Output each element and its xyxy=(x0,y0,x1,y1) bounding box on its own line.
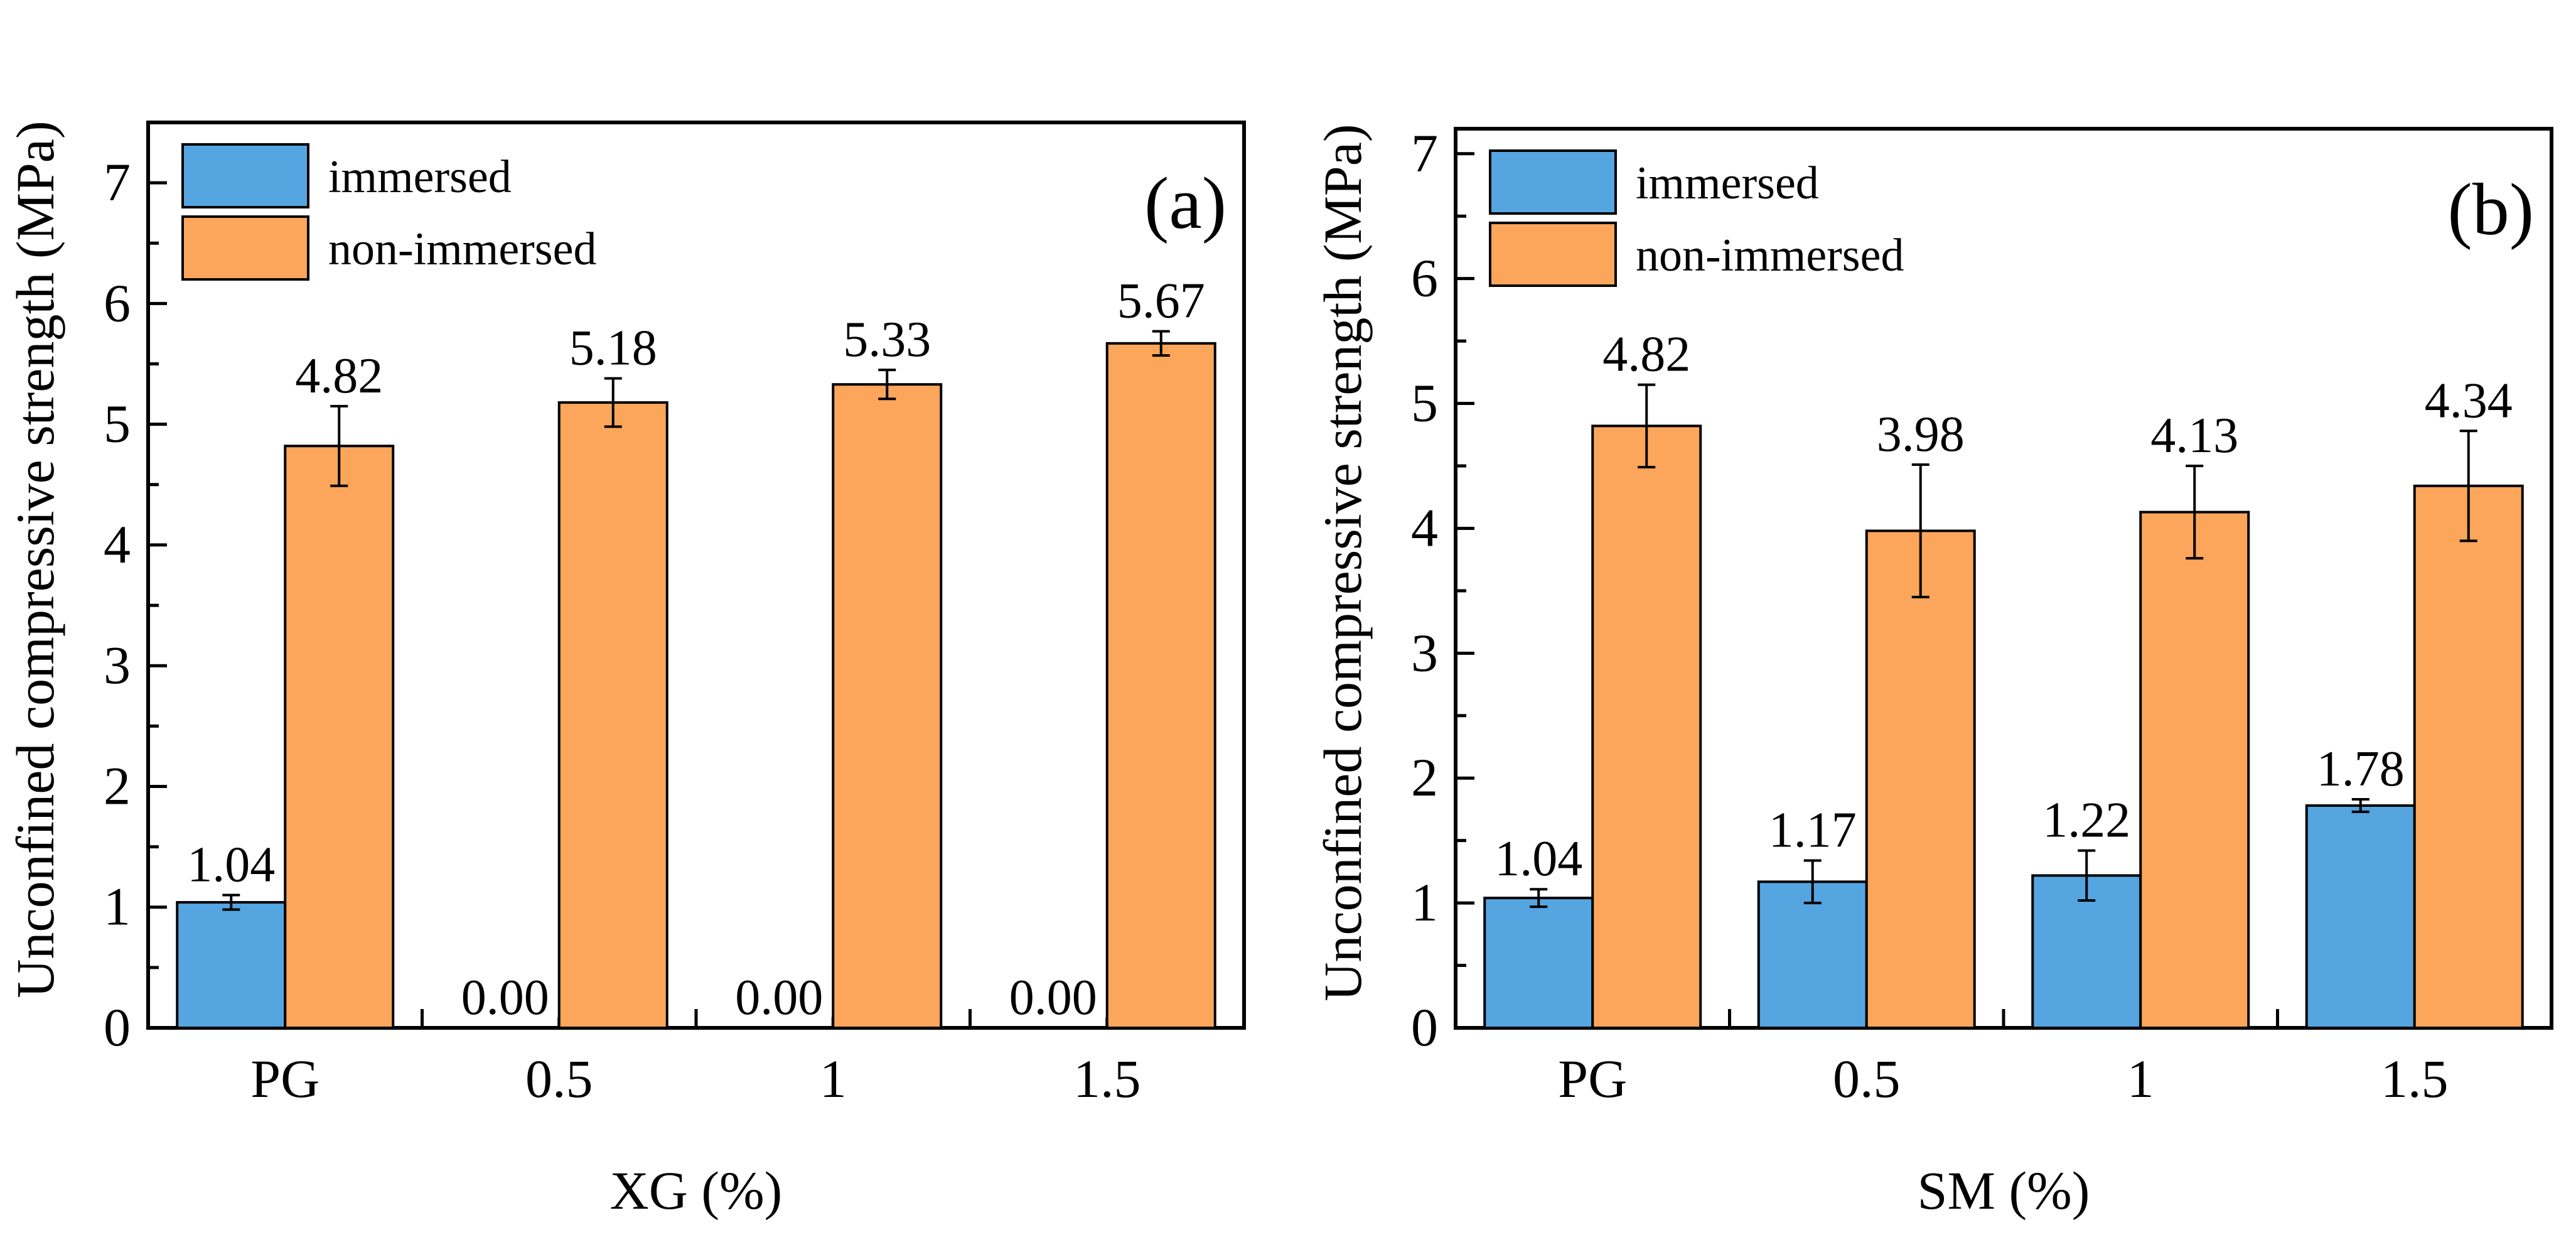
bar-non-immersed xyxy=(1865,529,1976,1029)
data-label: 1.17 xyxy=(1769,802,1857,858)
bar-non-immersed xyxy=(1105,342,1216,1029)
data-label: 1.22 xyxy=(2042,793,2130,848)
y-tick-label: 3 xyxy=(1411,622,1438,683)
y-tick-label: 2 xyxy=(104,755,131,816)
legend-label: non-immersed xyxy=(1636,230,1904,281)
data-label: 5.33 xyxy=(843,312,931,367)
y-tick-label: 7 xyxy=(1411,123,1438,183)
data-label: 0.00 xyxy=(461,970,549,1025)
y-tick-label: 1 xyxy=(104,877,131,937)
y-tick-label: 0 xyxy=(104,997,131,1057)
y-tick-label: 6 xyxy=(104,273,131,333)
y-tick-label: 5 xyxy=(1411,373,1438,433)
y-tick-label: 1 xyxy=(1411,872,1438,932)
x-tick-label: 0.5 xyxy=(1833,1049,1901,1109)
x-tick-label: PG xyxy=(1558,1049,1627,1109)
data-label: 1.78 xyxy=(2317,742,2405,797)
chart-panel-a: 0 1 2 3 4 5 6 7 PG 0.5 1 1.5 1.04 0.00 0.00 0.00 4.82 5.1… xyxy=(5,121,1246,1221)
panel-label: (b) xyxy=(2447,168,2534,251)
bar-non-immersed xyxy=(557,401,668,1029)
y-tick-label: 5 xyxy=(104,394,131,454)
bar-immersed xyxy=(176,901,287,1030)
bar-immersed xyxy=(2305,804,2416,1029)
x-axis-title: XG (%) xyxy=(610,1160,783,1221)
legend-swatch-immersed xyxy=(181,143,309,208)
y-tick-label: 6 xyxy=(1411,248,1438,308)
x-tick-label: 1.5 xyxy=(2381,1049,2449,1109)
legend-swatch-non-immersed xyxy=(1489,222,1617,287)
bar-non-immersed xyxy=(2413,484,2524,1029)
x-tick-label: 1 xyxy=(2127,1049,2154,1109)
legend-label: immersed xyxy=(1636,158,1819,209)
data-label: 4.82 xyxy=(295,348,383,404)
y-tick-label: 2 xyxy=(1411,747,1438,807)
data-label: 4.13 xyxy=(2150,408,2238,463)
y-tick-label: 4 xyxy=(1411,497,1438,558)
bar-non-immersed xyxy=(284,445,395,1029)
data-label: 5.18 xyxy=(569,321,657,376)
bar-non-immersed xyxy=(1591,424,1702,1029)
chart-panel-b: 0 1 2 3 4 5 6 7 PG 0.5 1 1.5 1.04 1.17 1.22 1.78 4.82 3.9… xyxy=(1312,123,2553,1221)
y-tick-label: 4 xyxy=(104,514,131,575)
legend-swatch-non-immersed xyxy=(181,215,309,281)
bar-immersed xyxy=(1757,880,1868,1030)
data-label: 4.82 xyxy=(1602,327,1690,382)
x-tick-label: PG xyxy=(250,1049,319,1109)
data-label: 3.98 xyxy=(1877,407,1965,462)
legend-swatch-immersed xyxy=(1489,149,1617,215)
bar-immersed xyxy=(1483,897,1594,1029)
legend-label: immersed xyxy=(328,151,512,203)
data-label: 5.67 xyxy=(1117,274,1205,329)
data-label: 0.00 xyxy=(1009,970,1097,1025)
data-label: 1.04 xyxy=(1495,831,1582,887)
data-label: 4.34 xyxy=(2425,373,2513,428)
data-label: 0.00 xyxy=(735,970,823,1025)
bar-non-immersed xyxy=(832,383,943,1030)
y-tick-label: 0 xyxy=(1411,997,1438,1057)
y-tick-label: 7 xyxy=(104,152,131,212)
x-tick-label: 1.5 xyxy=(1073,1049,1141,1109)
y-axis-title: Unconfined compressive strength (MPa) xyxy=(5,121,65,998)
y-tick-label: 3 xyxy=(104,635,131,695)
y-axis-title: Unconfined compressive strength (MPa) xyxy=(1312,124,1373,1001)
x-tick-label: 1 xyxy=(820,1049,847,1109)
panel-label: (a) xyxy=(1144,162,1226,244)
x-tick-label: 0.5 xyxy=(525,1049,593,1109)
x-axis-title: SM (%) xyxy=(1918,1160,2090,1221)
data-label: 1.04 xyxy=(187,838,275,893)
legend-label: non-immersed xyxy=(328,224,596,275)
bar-non-immersed xyxy=(2139,510,2250,1029)
